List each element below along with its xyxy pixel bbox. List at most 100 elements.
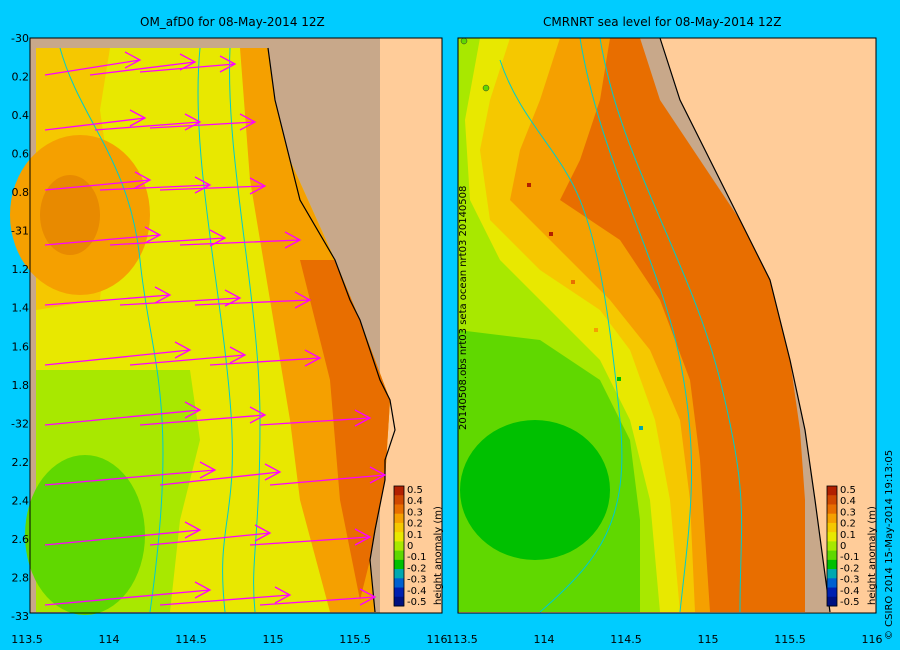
colorbar-segment bbox=[394, 596, 404, 607]
longitude-tick-label: 115.5 bbox=[339, 633, 371, 646]
latitude-tick-label: 1.2 bbox=[12, 263, 30, 276]
colorbar-segment bbox=[827, 513, 837, 524]
latitude-tick-label: 1.4 bbox=[12, 302, 30, 315]
copyright-credit: © CSIRO 2014 15-May-2014 19:13:05 bbox=[884, 449, 895, 640]
left-latitude-ticks: -30 0.2 0.4 0.6 0.8 -31 1.2 1.4 1.6 1.8 -32 2.2 2.4 2… bbox=[11, 32, 29, 623]
colorbar-tick-label: 0 bbox=[840, 541, 846, 552]
longitude-tick-label: 113.5 bbox=[446, 633, 478, 646]
colorbar-frame bbox=[826, 485, 838, 607]
longitude-tick-label: 113.5 bbox=[11, 633, 43, 646]
right-bathymetry-contour bbox=[579, 37, 693, 613]
latitude-tick-label: 0.8 bbox=[12, 186, 30, 199]
colorbar-tick-label: -0.1 bbox=[407, 552, 427, 563]
left-panel-frame bbox=[29, 37, 443, 614]
left-panel-title: OM_afD0 for 08-May-2014 12Z bbox=[140, 15, 325, 29]
colorbar-segment bbox=[827, 587, 837, 598]
left-bathymetry-contour bbox=[197, 47, 233, 613]
latitude-tick-label: 2.6 bbox=[12, 533, 30, 546]
colorbar-tick-label: -0.4 bbox=[407, 586, 427, 597]
left-colorbar-unit-label: height anomaly (m) bbox=[433, 506, 444, 605]
colorbar-segment bbox=[827, 569, 837, 579]
colorbar-tick-label: 0.4 bbox=[840, 496, 856, 507]
right-panel-side-label: 20140508.obs nrt03 seta ocean nrt03 2014… bbox=[458, 185, 469, 430]
observation-marker bbox=[639, 426, 643, 430]
observation-marker bbox=[594, 328, 598, 332]
observation-marker bbox=[527, 183, 531, 187]
right-bathymetry-contour bbox=[599, 37, 743, 613]
colorbar-tick-label: 0.4 bbox=[407, 496, 423, 507]
left-colorbar: 0.50.40.30.20.10-0.1-0.2-0.3-0.4-0.5 bbox=[393, 485, 427, 608]
colorbar-tick-label: -0.5 bbox=[840, 597, 860, 608]
colorbar-segment bbox=[827, 578, 837, 589]
observation-marker bbox=[549, 232, 553, 236]
observation-marker bbox=[571, 280, 575, 284]
right-map-panel bbox=[457, 37, 877, 614]
colorbar-segment bbox=[394, 513, 404, 524]
longitude-tick-label: 115 bbox=[698, 633, 719, 646]
observation-marker bbox=[482, 84, 490, 92]
colorbar-tick-label: 0.5 bbox=[840, 485, 856, 496]
longitude-tick-label: 114 bbox=[534, 633, 555, 646]
latitude-tick-label: 0.2 bbox=[12, 71, 30, 84]
colorbar-segment bbox=[827, 504, 837, 515]
colorbar-tick-label: -0.2 bbox=[840, 563, 860, 574]
latitude-tick-label: 0.4 bbox=[12, 109, 30, 122]
colorbar-segment bbox=[827, 532, 837, 542]
colorbar-segment bbox=[394, 541, 404, 552]
left-current-arrows bbox=[44, 51, 387, 606]
left-bathymetry-contour bbox=[229, 47, 261, 613]
colorbar-segment bbox=[394, 569, 404, 579]
longitude-tick-label: 116 bbox=[862, 633, 883, 646]
latitude-tick-label: 2.8 bbox=[12, 571, 30, 584]
latitude-tick-label: 1.6 bbox=[12, 340, 30, 353]
left-longitude-ticks: 113.5 114 114.5 115 115.5 116 bbox=[11, 633, 447, 646]
latitude-tick-label: -32 bbox=[11, 417, 29, 430]
colorbar-segment bbox=[827, 559, 837, 570]
colorbar-segment bbox=[394, 522, 404, 533]
colorbar-frame bbox=[393, 485, 405, 607]
latitude-tick-label: -30 bbox=[11, 32, 29, 45]
right-panel-frame bbox=[457, 37, 877, 614]
colorbar-tick-label: -0.1 bbox=[840, 552, 860, 563]
latitude-tick-label: -31 bbox=[11, 225, 29, 238]
right-bathymetry-contour bbox=[499, 59, 623, 613]
colorbar-tick-label: 0.2 bbox=[407, 519, 423, 530]
observation-marker bbox=[617, 377, 621, 381]
colorbar-tick-label: 0.1 bbox=[407, 530, 423, 541]
left-dark-orange-coastal bbox=[300, 260, 390, 600]
left-map-panel bbox=[10, 37, 443, 615]
colorbar-segment bbox=[394, 550, 404, 561]
colorbar-tick-label: 0.1 bbox=[840, 530, 856, 541]
colorbar-segment bbox=[827, 522, 837, 533]
colorbar-tick-label: -0.3 bbox=[407, 575, 427, 586]
latitude-tick-label: 0.6 bbox=[12, 148, 30, 161]
right-longitude-ticks: 113.5 114 114.5 115 115.5 116 bbox=[446, 633, 882, 646]
left-orange-eddy-core bbox=[40, 175, 100, 255]
right-green-eddy bbox=[460, 420, 610, 560]
latitude-tick-label: 2.4 bbox=[12, 494, 30, 507]
latitude-tick-label: 2.2 bbox=[12, 456, 30, 469]
longitude-tick-label: 115 bbox=[263, 633, 284, 646]
colorbar-tick-label: 0.2 bbox=[840, 519, 856, 530]
longitude-tick-label: 114 bbox=[99, 633, 120, 646]
colorbar-tick-label: 0 bbox=[407, 541, 413, 552]
colorbar-segment bbox=[394, 587, 404, 598]
colorbar-segment bbox=[827, 495, 837, 505]
colorbar-tick-label: 0.3 bbox=[407, 507, 423, 518]
left-bathymetry-contour bbox=[59, 47, 164, 613]
colorbar-segment bbox=[827, 596, 837, 607]
right-panel-title: CMRNRT sea level for 08-May-2014 12Z bbox=[543, 15, 782, 29]
colorbar-segment bbox=[827, 541, 837, 552]
colorbar-tick-label: -0.2 bbox=[407, 563, 427, 574]
longitude-tick-label: 115.5 bbox=[774, 633, 806, 646]
longitude-tick-label: 114.5 bbox=[175, 633, 207, 646]
latitude-tick-label: 1.8 bbox=[12, 379, 30, 392]
left-coastline bbox=[267, 47, 396, 613]
observation-marker bbox=[460, 37, 468, 45]
colorbar-segment bbox=[394, 495, 404, 505]
colorbar-tick-label: -0.3 bbox=[840, 575, 860, 586]
colorbar-segment bbox=[394, 559, 404, 570]
right-coastline bbox=[659, 37, 831, 613]
right-colorbar: 0.50.40.30.20.10-0.1-0.2-0.3-0.4-0.5 bbox=[826, 485, 860, 608]
